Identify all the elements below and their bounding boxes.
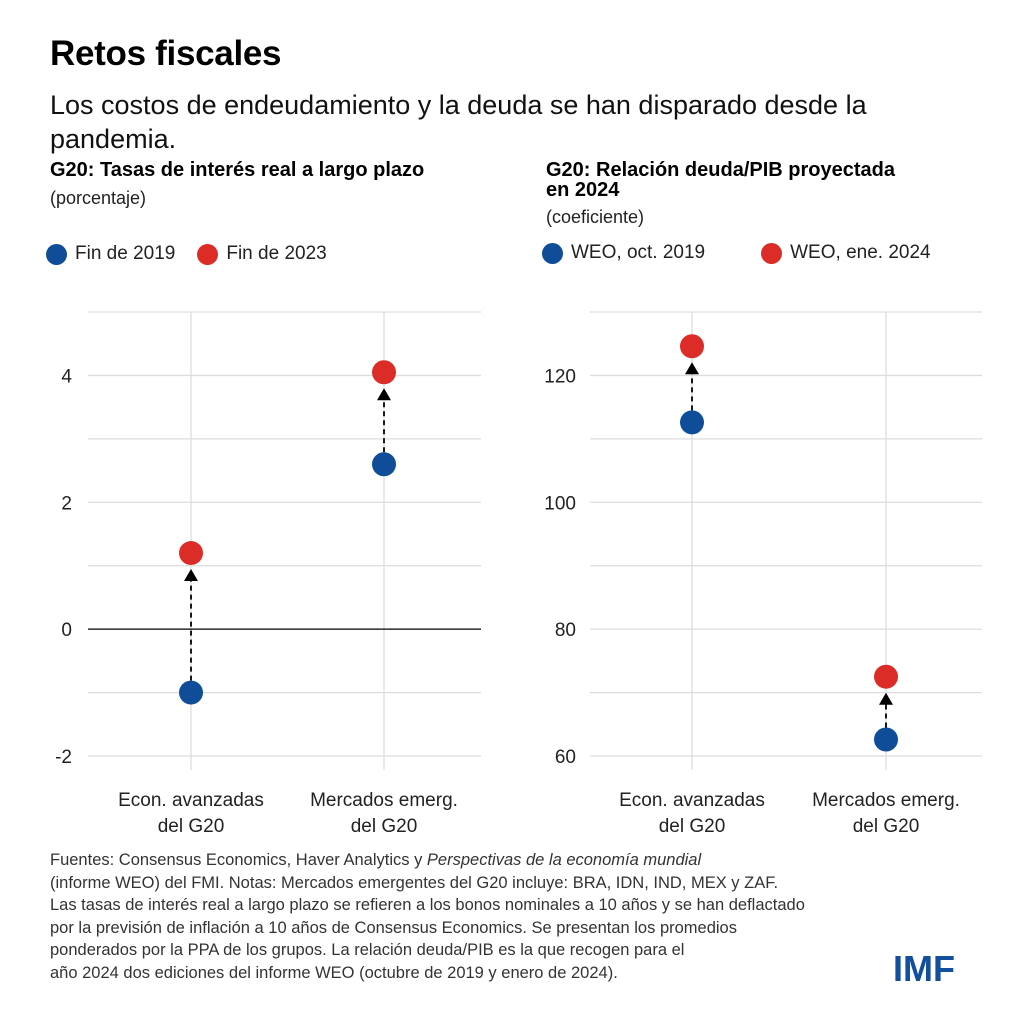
right-chart-title: G20: Relación deuda/PIB proyectada en 20…: [546, 160, 895, 200]
x-category-label: del G20: [659, 816, 726, 837]
data-point-later: [874, 664, 898, 689]
data-point-earlier: [874, 727, 898, 752]
right-chart-unit: (coeficiente): [546, 207, 645, 227]
x-category-label: Econ. avanzadas: [619, 790, 765, 811]
data-point-later: [179, 541, 203, 566]
page-title: Retos fiscales: [50, 34, 282, 73]
y-tick-label: -2: [55, 747, 72, 768]
data-point-earlier: [372, 452, 396, 477]
data-point-later: [372, 360, 396, 385]
right-chart-legend: WEO, oct. 2019 WEO, ene. 2024: [542, 242, 931, 264]
y-tick-label: 100: [544, 493, 576, 514]
note-text: ponderados por la PPA de los grupos. La …: [50, 941, 685, 959]
right-chart-title-line: G20: Relación deuda/PIB proyectada: [546, 159, 895, 181]
legend-label: Fin de 2019: [75, 243, 176, 264]
imf-logo: IMF: [893, 948, 955, 989]
x-category-label: del G20: [853, 816, 920, 837]
x-category-label: del G20: [351, 816, 418, 837]
note-line: (informe WEO) del FMI. Notas: Mercados e…: [50, 872, 980, 895]
note-line: Fuentes: Consensus Economics, Haver Anal…: [50, 849, 980, 872]
legend-dot-icon: [46, 243, 67, 265]
x-category-label: Mercados emerg.: [812, 790, 960, 811]
change-arrow-head-icon: [879, 692, 893, 705]
change-arrow-head-icon: [377, 388, 391, 401]
x-category-label: Econ. avanzadas: [118, 790, 264, 811]
left-chart-title: G20: Tasas de interés real a largo plazo: [50, 159, 425, 181]
left-chart-unit: (porcentaje): [50, 188, 147, 208]
data-point-earlier: [179, 680, 203, 705]
legend-dot-icon: [542, 242, 563, 264]
note-text: año 2024 dos ediciones del informe WEO (…: [50, 963, 618, 982]
left-chart-legend: Fin de 2019 Fin de 2023: [46, 243, 327, 265]
note-text: Fuentes: Consensus Economics, Haver Anal…: [50, 851, 427, 869]
note-line: por la previsión de inflación a 10 años …: [50, 917, 980, 940]
note-text: Las tasas de interés real a largo plazo …: [50, 896, 805, 914]
note-line: ponderados por la PPA de los grupos. La …: [50, 939, 980, 962]
change-arrow-head-icon: [685, 362, 699, 375]
legend-label: WEO, ene. 2024: [790, 242, 931, 263]
note-line: Las tasas de interés real a largo plazo …: [50, 894, 980, 917]
legend-item-fin-2019: Fin de 2019: [46, 243, 175, 265]
y-tick-label: 2: [61, 493, 72, 514]
y-tick-label: 60: [555, 747, 576, 768]
note-text: (informe WEO) del FMI. Notas: Mercados e…: [50, 873, 779, 892]
note-text: por la previsión de inflación a 10 años …: [50, 918, 737, 937]
legend-label: Fin de 2023: [226, 243, 327, 264]
y-tick-label: 80: [555, 620, 576, 641]
legend-item-fin-2023: Fin de 2023: [197, 243, 327, 265]
y-tick-label: 4: [61, 366, 72, 387]
x-category-label: del G20: [158, 816, 225, 837]
change-arrow-head-icon: [184, 569, 198, 582]
legend-item-weo-2024: WEO, ene. 2024: [761, 242, 931, 264]
page-subtitle: Los costos de endeudamiento y la deuda s…: [50, 90, 867, 154]
legend-item-weo-2019: WEO, oct. 2019: [542, 242, 705, 264]
data-point-earlier: [680, 410, 704, 435]
legend-dot-icon: [761, 242, 783, 264]
note-italic-text: Perspectivas de la economía mundial: [426, 851, 702, 869]
legend-label: WEO, oct. 2019: [571, 242, 706, 263]
data-point-later: [680, 334, 704, 359]
source-notes: Fuentes: Consensus Economics, Haver Anal…: [50, 849, 980, 984]
legend-dot-icon: [197, 243, 219, 265]
right-chart-title-line: en 2024: [546, 179, 620, 201]
y-tick-label: 120: [544, 366, 576, 387]
note-line: año 2024 dos ediciones del informe WEO (…: [50, 962, 980, 985]
y-tick-label: 0: [61, 620, 72, 641]
x-category-label: Mercados emerg.: [310, 790, 458, 811]
